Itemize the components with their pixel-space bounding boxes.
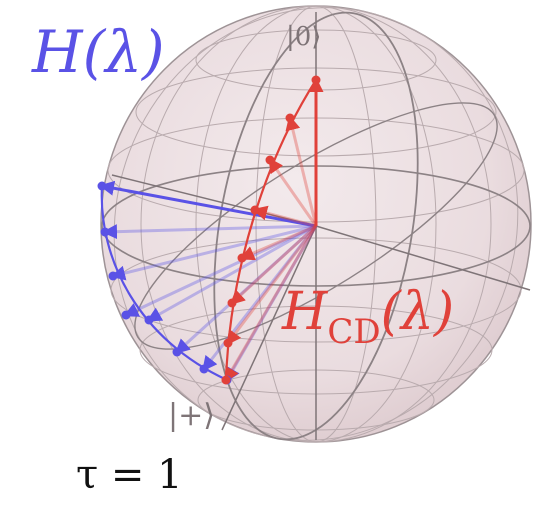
longitude-grid xyxy=(113,5,519,443)
HCD-lambda-vector xyxy=(252,205,317,228)
HCD-lambda-point xyxy=(223,338,233,348)
ket-zero-label: |0⟩ xyxy=(286,22,322,52)
H-lambda-vector xyxy=(110,224,317,281)
H-lambda-point xyxy=(199,364,209,374)
HCD-lambda-subscript: CD xyxy=(327,312,381,352)
HCD-lambda-point xyxy=(237,253,247,263)
H-lambda-vector xyxy=(174,224,318,355)
HCD-lambda-point xyxy=(285,113,295,123)
HCD-lambda-vector xyxy=(224,225,318,383)
H-lambda-vector xyxy=(146,224,317,322)
meridian-circle-2 xyxy=(134,102,498,350)
HCD-lambda-point xyxy=(227,298,237,308)
HCD-lambda-point xyxy=(265,155,275,165)
H-lambda-point xyxy=(97,181,107,191)
H-lambda-point xyxy=(144,315,154,325)
H-lambda-point xyxy=(100,227,110,237)
H-lambda-vector xyxy=(99,180,317,228)
H-lambda-label: H(λ) xyxy=(32,18,165,86)
H-lambda-vector xyxy=(225,225,318,383)
H-lambda-vectors xyxy=(99,180,318,383)
HCD-lambda-vector xyxy=(285,115,318,227)
HCD-lambda-vector xyxy=(239,224,317,261)
HCD-lambda-vectors xyxy=(224,77,324,383)
H-lambda-base: H xyxy=(32,18,83,86)
H-lambda-vector xyxy=(102,224,317,240)
H-lambda-point xyxy=(108,271,118,281)
H-lambda-point xyxy=(121,310,131,320)
H-lambda-point xyxy=(172,347,182,357)
H-lambda-vector xyxy=(123,224,317,317)
HCD-lambda-label: HCD(λ) xyxy=(282,282,455,352)
HCD-lambda-point xyxy=(221,375,231,385)
HCD-lambda-vector xyxy=(229,224,318,306)
HCD-lambda-point xyxy=(250,205,260,215)
H-lambda-arg: (λ) xyxy=(82,18,165,86)
tau-label: τ = 1 xyxy=(76,452,183,498)
HCD-lambda-trajectory xyxy=(224,79,317,381)
H-lambda-vector xyxy=(202,225,318,372)
HCD-lambda-vector xyxy=(268,157,318,227)
HCD-lambda-vector xyxy=(226,225,318,346)
HCD-lambda-base: H xyxy=(282,282,328,342)
HCD-lambda-points xyxy=(221,75,321,385)
HCD-lambda-arg: (λ) xyxy=(380,282,455,342)
ket-plus-label: |+⟩ xyxy=(168,398,215,433)
H-lambda-trajectory xyxy=(100,185,228,381)
HCD-lambda-point xyxy=(311,75,321,85)
